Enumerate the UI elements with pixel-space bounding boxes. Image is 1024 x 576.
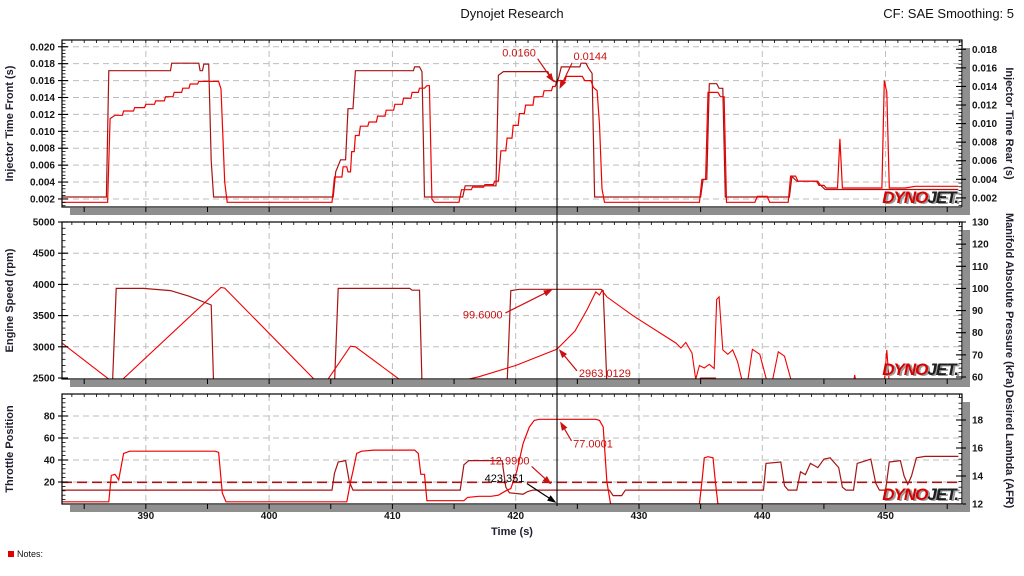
right-axis-title: Desired Lambda (AFR) — [1003, 390, 1015, 509]
tick-label: 0.012 — [972, 101, 997, 112]
tick-label: 0.010 — [972, 119, 997, 130]
chart-2-series — [62, 418, 959, 504]
dynojet-watermark-shadow: DYNOJET. — [884, 361, 960, 380]
x-tick-label: 450 — [877, 511, 894, 522]
cursor-value-annotation: 77.0001 — [573, 439, 613, 451]
tick-label: 0.004 — [972, 175, 997, 186]
tick-label: 3500 — [33, 311, 56, 322]
tick-label: 20 — [44, 478, 56, 489]
tick-label: 16 — [972, 443, 984, 454]
tick-label: 0.014 — [972, 82, 997, 93]
series-injector-time-rear — [62, 62, 959, 198]
right-axis-title: Manifold Absolute Pressure (kPa) — [1003, 213, 1015, 388]
cursor-value-annotation: 0.0144 — [573, 51, 607, 63]
tick-label: 0.006 — [972, 156, 997, 167]
x-axis-title: Time (s) — [491, 526, 533, 538]
tick-label: 0.002 — [30, 194, 55, 205]
notes-marker-icon — [8, 551, 14, 557]
series-desired-lambda — [62, 455, 959, 497]
left-axis-title: Engine Speed (rpm) — [4, 248, 16, 352]
dynojet-watermark: DYNOJET. — [882, 360, 958, 379]
tick-label: 0.018 — [972, 45, 997, 56]
tick-label: 0.020 — [30, 42, 55, 53]
x-tick-label: 430 — [631, 511, 648, 522]
chart-panel-1: 2500 3000 3500 4000 4500 5000 60 70 80 90 100 110 12… — [4, 213, 1015, 388]
tick-label: 0.008 — [972, 138, 997, 149]
tick-label: 70 — [972, 350, 984, 361]
tick-label: 110 — [972, 262, 989, 273]
chart-1-series — [62, 286, 890, 379]
cursor-value-annotation: 423,351 — [485, 473, 525, 485]
tick-label: 0.018 — [30, 59, 55, 70]
tick-label: 0.006 — [30, 161, 55, 172]
tick-label: 12 — [972, 500, 984, 511]
cursor-value-annotation: 99.6000 — [463, 309, 503, 321]
tick-label: 4500 — [33, 249, 56, 260]
notes-row[interactable]: Notes: — [8, 549, 43, 559]
tick-label: 80 — [972, 328, 984, 339]
dynojet-watermark-shadow: DYNOJET. — [884, 189, 960, 208]
x-tick-label: 440 — [754, 511, 771, 522]
tick-label: 0.014 — [30, 93, 55, 104]
chart-panel-0: 0.002 0.004 0.006 0.008 0.010 0.012 0.014 0.016… — [4, 39, 1015, 215]
tick-label: 130 — [972, 218, 989, 229]
tick-label: 90 — [972, 306, 984, 317]
left-axis-title: Throttle Position — [4, 405, 16, 493]
correction-factor-label: CF: SAE Smoothing: 5 — [883, 6, 1014, 21]
tick-label: 3000 — [33, 342, 56, 353]
x-tick-label: 400 — [261, 511, 278, 522]
series-injector-time-front — [62, 75, 959, 203]
x-tick-label: 410 — [384, 511, 401, 522]
right-axis-title: Injector Time Rear (s) — [1003, 67, 1015, 180]
chart-0-series — [62, 62, 959, 203]
series-throttle-position — [62, 418, 959, 504]
tick-label: 4000 — [33, 280, 56, 291]
dynojet-watermark: DYNOJET. — [882, 485, 958, 504]
tick-label: 5000 — [33, 218, 56, 229]
cursor-value-annotation: 12.9900 — [490, 455, 530, 467]
tick-label: 80 — [44, 412, 56, 423]
tick-label: 18 — [972, 415, 984, 426]
left-axis-title: Injector Time Front (s) — [4, 65, 16, 181]
tick-label: 100 — [972, 284, 989, 295]
dynojet-watermark-shadow: DYNOJET. — [884, 486, 960, 505]
tick-label: 14 — [972, 471, 984, 482]
tick-label: 120 — [972, 240, 989, 251]
tick-label: 0.010 — [30, 127, 55, 138]
series-engine-speed — [62, 286, 890, 379]
x-axis-labels: 390 400 410 420 430 440 450 Time (s) — [137, 511, 894, 538]
chart-panel-2: 20 40 60 80 12 14 16 18 Throttle Position Desired… — [4, 390, 1015, 512]
tick-label: 0.004 — [30, 178, 55, 189]
x-tick-label: 420 — [507, 511, 524, 522]
page-title: Dynojet Research — [460, 6, 564, 21]
x-tick-label: 390 — [137, 511, 154, 522]
tick-label: 0.012 — [30, 110, 55, 121]
tick-label: 40 — [44, 456, 56, 467]
tick-label: 2500 — [33, 374, 56, 385]
notes-label: Notes: — [17, 549, 44, 559]
tick-label: 0.008 — [30, 144, 55, 155]
tick-label: 60 — [972, 373, 984, 384]
cursor-value-annotation: 2963.0129 — [579, 368, 631, 380]
dynojet-watermark: DYNOJET. — [882, 188, 958, 207]
series-manifold-absolute-pressure — [112, 287, 717, 379]
tick-label: 60 — [44, 434, 56, 445]
tick-label: 0.002 — [972, 193, 997, 204]
tick-label: 0.016 — [30, 76, 55, 87]
cursor-value-annotation: 0.0160 — [502, 47, 536, 59]
tick-label: 0.016 — [972, 63, 997, 74]
